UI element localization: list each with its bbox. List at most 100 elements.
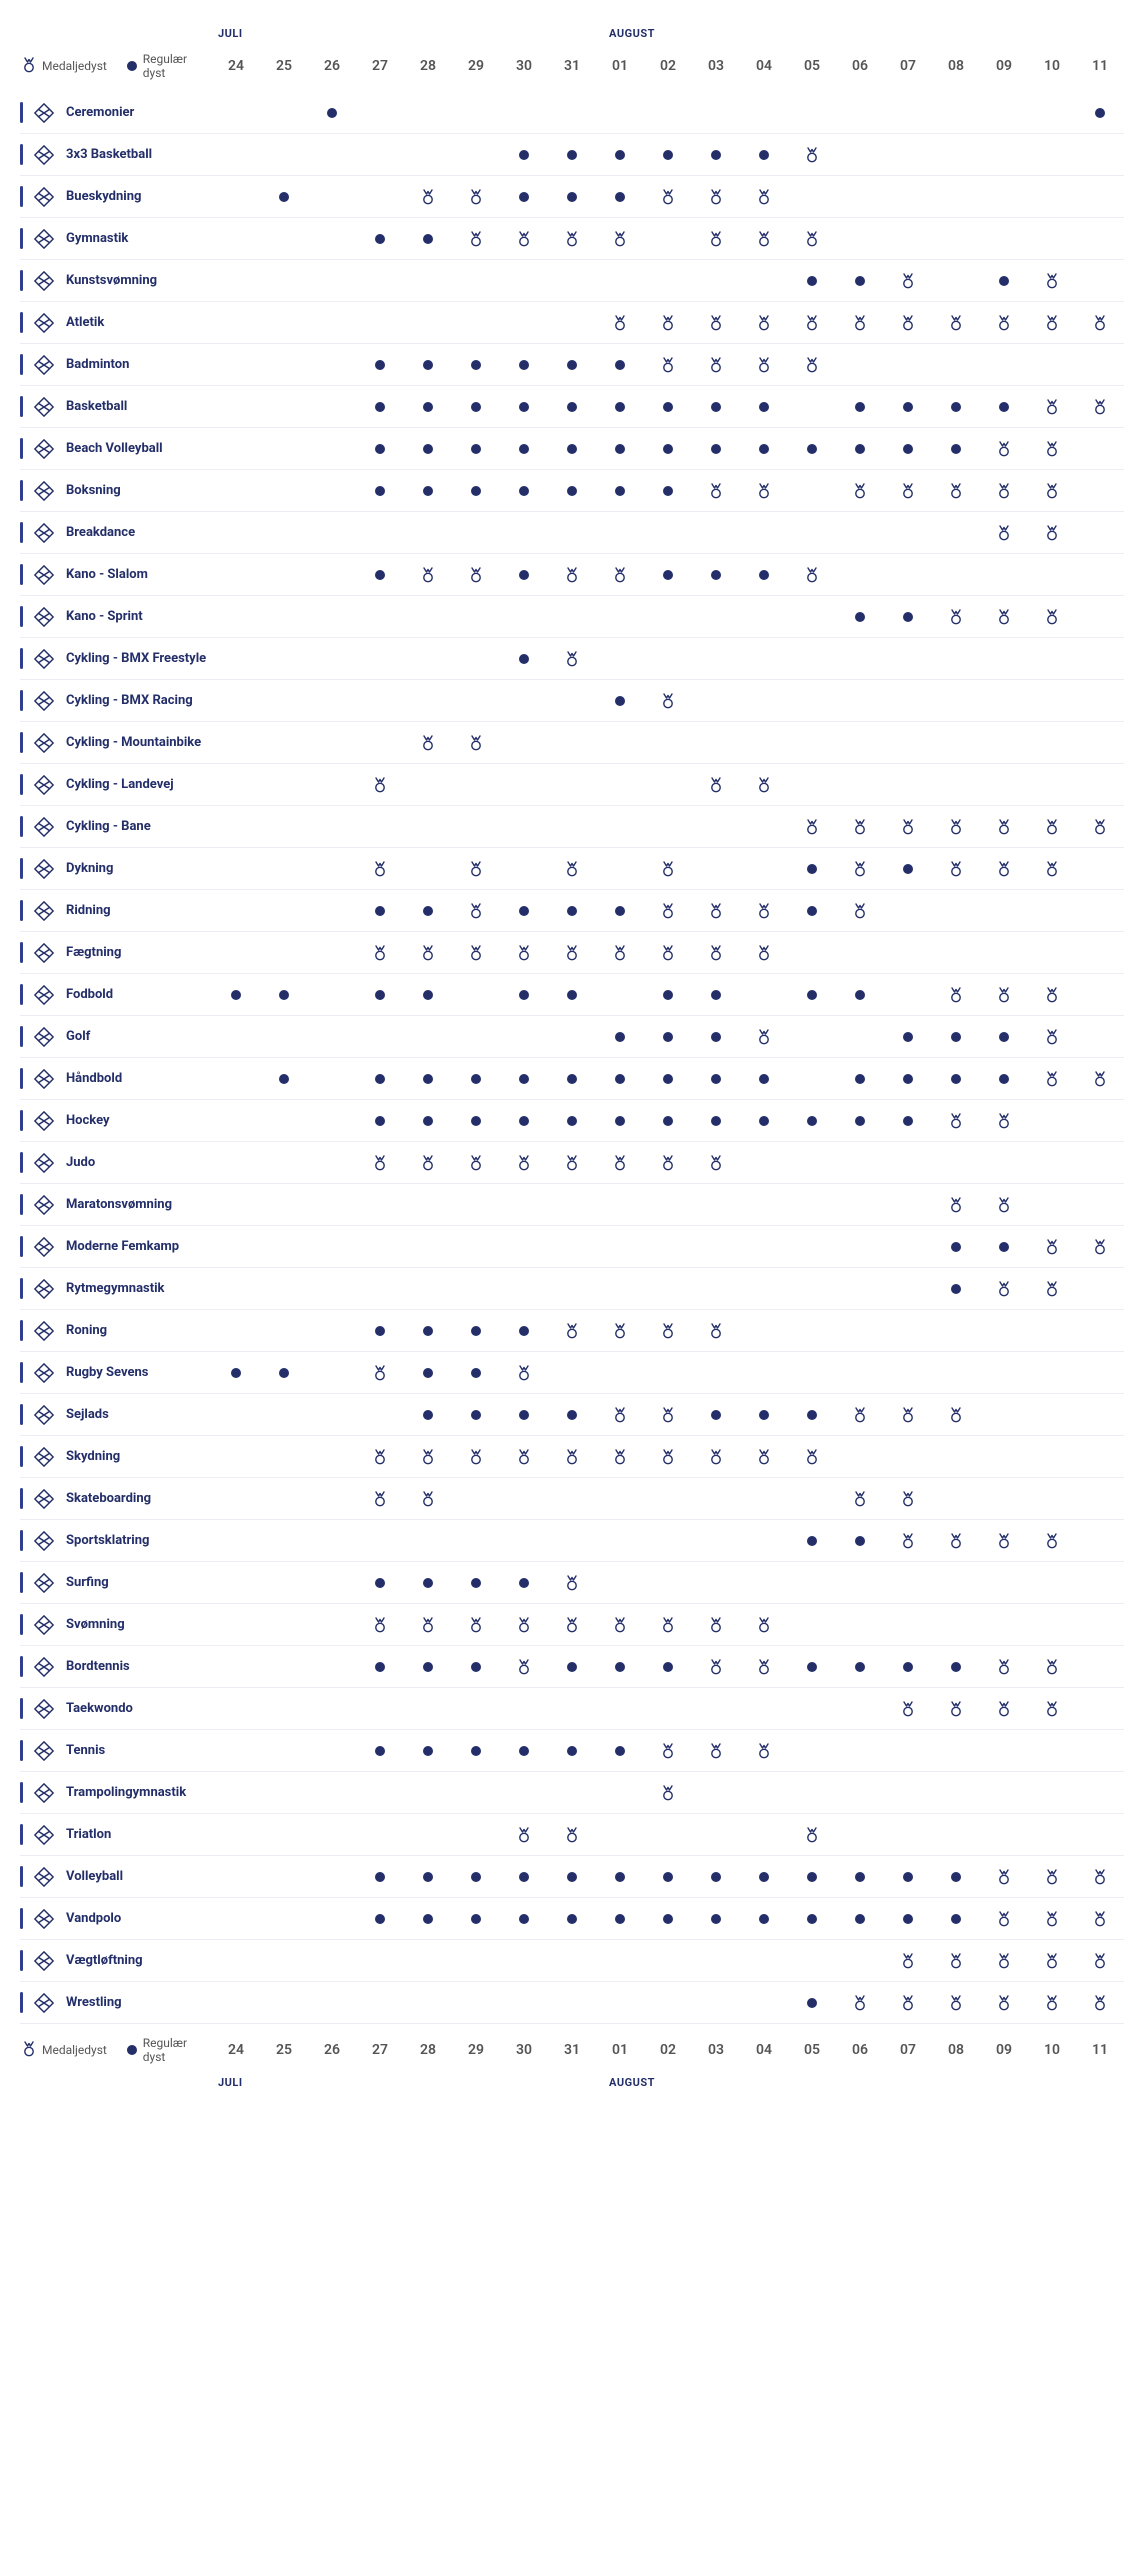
schedule-cell[interactable] [452, 861, 500, 877]
schedule-cell[interactable] [740, 1071, 788, 1087]
schedule-cell[interactable] [884, 1995, 932, 2011]
schedule-cell[interactable] [596, 945, 644, 961]
schedule-cell[interactable] [980, 1869, 1028, 1885]
schedule-cell[interactable] [788, 819, 836, 835]
schedule-cell[interactable] [740, 147, 788, 163]
schedule-cell[interactable] [644, 189, 692, 205]
schedule-cell[interactable] [404, 987, 452, 1003]
schedule-cell[interactable] [980, 1953, 1028, 1969]
schedule-cell[interactable] [500, 1617, 548, 1633]
schedule-cell[interactable] [404, 1575, 452, 1591]
schedule-cell[interactable] [356, 231, 404, 247]
schedule-cell[interactable] [884, 861, 932, 877]
schedule-cell[interactable] [452, 399, 500, 415]
schedule-cell[interactable] [692, 1743, 740, 1759]
schedule-cell[interactable] [884, 315, 932, 331]
schedule-cell[interactable] [836, 483, 884, 499]
schedule-cell[interactable] [788, 1449, 836, 1465]
schedule-cell[interactable] [932, 861, 980, 877]
schedule-cell[interactable] [500, 231, 548, 247]
schedule-cell[interactable] [1028, 399, 1076, 415]
schedule-cell[interactable] [1076, 1869, 1124, 1885]
schedule-cell[interactable] [980, 399, 1028, 415]
schedule-cell[interactable] [644, 1407, 692, 1423]
schedule-cell[interactable] [644, 399, 692, 415]
sport-row[interactable]: Rugby Sevens [20, 1352, 1124, 1394]
schedule-cell[interactable] [404, 483, 452, 499]
schedule-cell[interactable] [596, 1407, 644, 1423]
schedule-cell[interactable] [548, 1113, 596, 1129]
schedule-cell[interactable] [548, 1911, 596, 1927]
schedule-cell[interactable] [404, 1617, 452, 1633]
schedule-cell[interactable] [596, 1911, 644, 1927]
schedule-cell[interactable] [452, 1071, 500, 1087]
schedule-cell[interactable] [836, 1995, 884, 2011]
schedule-cell[interactable] [836, 1869, 884, 1885]
schedule-cell[interactable] [500, 651, 548, 667]
schedule-cell[interactable] [404, 735, 452, 751]
schedule-cell[interactable] [980, 1911, 1028, 1927]
schedule-cell[interactable] [356, 1323, 404, 1339]
schedule-cell[interactable] [644, 1617, 692, 1633]
schedule-cell[interactable] [980, 1701, 1028, 1717]
schedule-cell[interactable] [404, 357, 452, 373]
schedule-cell[interactable] [548, 189, 596, 205]
schedule-cell[interactable] [932, 1197, 980, 1213]
schedule-cell[interactable] [1028, 273, 1076, 289]
schedule-cell[interactable] [644, 945, 692, 961]
sport-row[interactable]: Svømning [20, 1604, 1124, 1646]
schedule-cell[interactable] [644, 1071, 692, 1087]
schedule-cell[interactable] [932, 1113, 980, 1129]
schedule-cell[interactable] [1028, 819, 1076, 835]
schedule-cell[interactable] [1076, 1995, 1124, 2011]
schedule-cell[interactable] [404, 189, 452, 205]
schedule-cell[interactable] [548, 567, 596, 583]
schedule-cell[interactable] [452, 441, 500, 457]
schedule-cell[interactable] [356, 1869, 404, 1885]
schedule-cell[interactable] [692, 147, 740, 163]
sport-row[interactable]: Badminton [20, 344, 1124, 386]
schedule-cell[interactable] [740, 1449, 788, 1465]
schedule-cell[interactable] [596, 1323, 644, 1339]
schedule-cell[interactable] [404, 1323, 452, 1339]
schedule-cell[interactable] [884, 1407, 932, 1423]
sport-row[interactable]: Roning [20, 1310, 1124, 1352]
schedule-cell[interactable] [596, 483, 644, 499]
sport-row[interactable]: Cykling - Landevej [20, 764, 1124, 806]
schedule-cell[interactable] [500, 1659, 548, 1675]
schedule-cell[interactable] [836, 1113, 884, 1129]
schedule-cell[interactable] [452, 903, 500, 919]
schedule-cell[interactable] [932, 315, 980, 331]
schedule-cell[interactable] [740, 1617, 788, 1633]
schedule-cell[interactable] [644, 567, 692, 583]
schedule-cell[interactable] [788, 1113, 836, 1129]
schedule-cell[interactable] [548, 1743, 596, 1759]
schedule-cell[interactable] [452, 1323, 500, 1339]
sport-row[interactable]: Triatlon [20, 1814, 1124, 1856]
sport-row[interactable]: Fægtning [20, 932, 1124, 974]
schedule-cell[interactable] [644, 483, 692, 499]
schedule-cell[interactable] [548, 399, 596, 415]
schedule-cell[interactable] [740, 483, 788, 499]
schedule-cell[interactable] [692, 1617, 740, 1633]
schedule-cell[interactable] [500, 1323, 548, 1339]
schedule-cell[interactable] [788, 1827, 836, 1843]
schedule-cell[interactable] [980, 441, 1028, 457]
schedule-cell[interactable] [404, 399, 452, 415]
schedule-cell[interactable] [836, 987, 884, 1003]
schedule-cell[interactable] [500, 1911, 548, 1927]
schedule-cell[interactable] [932, 399, 980, 415]
schedule-cell[interactable] [356, 1071, 404, 1087]
schedule-cell[interactable] [356, 1491, 404, 1507]
schedule-cell[interactable] [932, 1953, 980, 1969]
schedule-cell[interactable] [740, 1113, 788, 1129]
sport-row[interactable]: Beach Volleyball [20, 428, 1124, 470]
sport-row[interactable]: Bueskydning [20, 176, 1124, 218]
schedule-cell[interactable] [884, 1869, 932, 1885]
schedule-cell[interactable] [740, 231, 788, 247]
schedule-cell[interactable] [980, 1197, 1028, 1213]
schedule-cell[interactable] [740, 1869, 788, 1885]
schedule-cell[interactable] [692, 1113, 740, 1129]
schedule-cell[interactable] [884, 1113, 932, 1129]
schedule-cell[interactable] [884, 609, 932, 625]
